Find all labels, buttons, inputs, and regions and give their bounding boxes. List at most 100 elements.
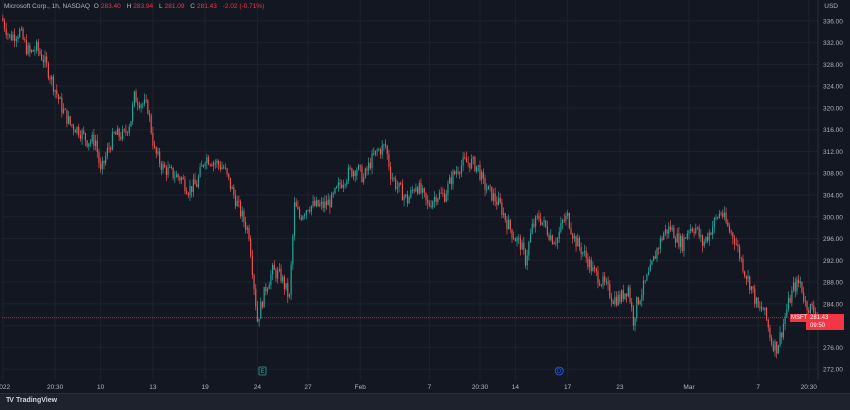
- candle-body: [427, 199, 429, 204]
- candle-body: [556, 238, 559, 243]
- candle-body: [167, 167, 169, 176]
- candle-body: [297, 206, 299, 210]
- x-tick-label: Feb: [355, 384, 367, 391]
- candle-body: [260, 301, 262, 319]
- candle-body: [371, 153, 373, 169]
- candle-body: [415, 187, 417, 192]
- candle-body: [35, 41, 38, 51]
- candle-body: [180, 177, 183, 181]
- x-tick-label: 2022: [0, 384, 10, 391]
- candle-body: [374, 150, 377, 155]
- candle-body: [406, 194, 409, 204]
- x-tick-label: 24: [254, 384, 262, 391]
- y-tick-label: 312.00: [823, 149, 843, 156]
- candle-body: [153, 145, 156, 148]
- x-tick-label: 20:30: [472, 384, 489, 391]
- candle-body: [108, 147, 110, 149]
- candle-body: [325, 201, 328, 206]
- candle-body: [767, 319, 769, 328]
- candle-body: [310, 205, 312, 212]
- candle-body: [782, 324, 785, 338]
- candle-body: [513, 237, 515, 239]
- candle-body: [401, 184, 404, 201]
- candle-body: [578, 237, 581, 247]
- candle-body: [794, 282, 796, 292]
- candle-body: [268, 285, 270, 289]
- candle-body: [700, 235, 702, 237]
- candle-body: [654, 256, 656, 259]
- candle-body: [632, 307, 634, 326]
- candle-body: [418, 183, 420, 194]
- candle-body: [791, 290, 793, 303]
- candle-body: [639, 300, 641, 305]
- candle-body: [528, 242, 530, 256]
- candle-body: [105, 156, 107, 164]
- candle-body: [7, 34, 9, 36]
- y-tick-label: 276.00: [823, 345, 843, 352]
- candle-body: [253, 274, 255, 289]
- candle-body: [511, 229, 513, 238]
- candle-body: [642, 280, 645, 295]
- candle-body: [3, 21, 6, 29]
- candle-body: [317, 200, 319, 207]
- price-chart[interactable]: 336.00 332.00 328.00 324.00 320.00 316.00 312.…: [0, 0, 850, 394]
- candle-body: [413, 190, 415, 192]
- candle-body: [2, 18, 4, 22]
- y-tick-label: 308.00: [823, 171, 843, 178]
- candle-body: [538, 215, 540, 219]
- candle-body: [94, 140, 97, 146]
- candle-body: [408, 197, 410, 204]
- last-price-symbol: MSFT: [790, 313, 809, 322]
- candle-body: [423, 188, 425, 193]
- candle-body: [315, 200, 318, 206]
- candle-body: [411, 190, 414, 191]
- candle-body: [685, 237, 687, 239]
- candle-body: [157, 151, 159, 154]
- candle-body: [671, 227, 673, 230]
- candle-body: [676, 233, 678, 243]
- candle-body: [437, 198, 439, 202]
- candle-body: [600, 284, 602, 286]
- candle-body: [69, 116, 71, 125]
- close-value: 281.43: [197, 3, 217, 10]
- candle-body: [585, 250, 587, 258]
- candle-body: [610, 297, 613, 302]
- candle-body: [752, 286, 754, 289]
- candle-body: [74, 130, 76, 133]
- candle-body: [787, 297, 790, 310]
- candle-body: [659, 238, 661, 249]
- candle-body: [476, 166, 478, 172]
- candle-body: [145, 99, 147, 101]
- low-value: 281.09: [164, 3, 185, 10]
- brand-name: TradingView: [15, 397, 58, 404]
- candle-body: [137, 102, 139, 106]
- candle-body: [502, 213, 505, 215]
- candle-body: [813, 305, 815, 313]
- candle-body: [690, 228, 692, 231]
- candle-body: [772, 344, 774, 351]
- candle-body: [669, 226, 672, 230]
- low-label: L: [158, 3, 163, 10]
- last-price-value: 281.43: [810, 314, 829, 321]
- candle-body: [127, 132, 129, 134]
- candle-body: [12, 34, 14, 41]
- candle-body: [516, 237, 518, 242]
- candle-body: [283, 276, 285, 289]
- candle-body: [199, 166, 201, 177]
- tradingview-brand[interactable]: TV TradingView: [6, 397, 57, 404]
- candle-body: [739, 246, 741, 259]
- candle-body: [481, 171, 483, 180]
- candle-body: [465, 158, 468, 163]
- currency-label: USD: [824, 3, 838, 10]
- candle-body: [322, 201, 324, 208]
- candle-body: [138, 105, 140, 108]
- candle-body: [307, 210, 309, 212]
- candle-body: [273, 264, 275, 270]
- y-tick-label: 296.00: [823, 236, 843, 243]
- candle-body: [755, 297, 758, 304]
- candle-body: [484, 178, 486, 190]
- candle-body: [728, 226, 731, 232]
- candle-body: [535, 216, 537, 227]
- candle-body: [619, 294, 621, 302]
- candle-body: [573, 236, 575, 239]
